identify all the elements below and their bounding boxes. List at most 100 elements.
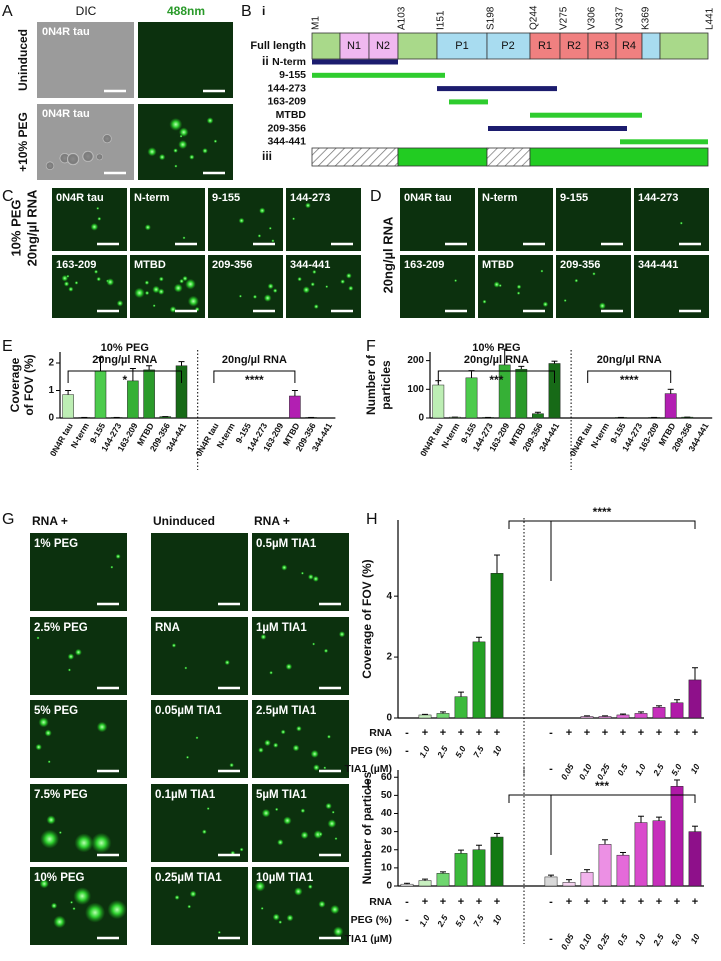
droplet	[96, 276, 101, 282]
significance: *	[122, 373, 127, 387]
tile-label: 2.5% PEG	[34, 622, 88, 634]
residue-label: K369	[641, 6, 652, 30]
error-bar	[674, 779, 680, 787]
table-cell: 1.0	[417, 744, 432, 759]
droplet	[110, 565, 114, 569]
droplet	[91, 832, 112, 854]
residue-label: S198	[486, 6, 497, 30]
column-header: 488nm	[167, 4, 205, 18]
droplet	[36, 636, 40, 640]
droplet	[310, 749, 319, 758]
condition-label: 10% PEG	[8, 199, 23, 256]
bubble	[67, 153, 80, 166]
significance-bracket	[508, 794, 696, 855]
micrograph	[634, 255, 709, 318]
significance-bracket	[587, 370, 672, 383]
region	[397, 147, 488, 167]
droplet	[74, 280, 79, 285]
micrograph	[208, 188, 283, 251]
droplet	[312, 269, 317, 275]
y-tick-label: 60	[381, 772, 393, 783]
region	[529, 147, 709, 167]
panel-letter: A	[2, 3, 13, 20]
table-row-label: RNA	[369, 727, 392, 739]
droplet	[184, 666, 188, 670]
tile-label: 1µM TIA1	[256, 622, 307, 634]
droplet	[254, 880, 266, 892]
droplet	[292, 744, 300, 752]
bar	[418, 880, 432, 887]
table-cell: 10	[688, 932, 702, 945]
droplet	[158, 276, 164, 282]
droplet	[310, 282, 315, 287]
droplet	[318, 831, 323, 837]
table-cell: +	[674, 727, 680, 739]
significance-bracket	[437, 370, 555, 383]
tile-label: 9-155	[560, 192, 588, 204]
bar	[532, 413, 544, 419]
bar	[465, 377, 478, 419]
error-bar	[501, 348, 508, 365]
droplet	[338, 631, 346, 638]
bar	[670, 702, 684, 719]
y-tick-label: 1	[48, 385, 54, 396]
domain	[559, 32, 589, 60]
droplet	[263, 294, 272, 302]
micrograph	[151, 617, 248, 695]
bar	[400, 883, 414, 887]
droplet	[516, 284, 522, 290]
table-cell: 2.5	[651, 932, 666, 948]
residue-label: V306	[587, 6, 598, 30]
droplet	[173, 283, 183, 293]
error-bar	[97, 357, 104, 372]
micrograph	[634, 188, 709, 251]
domain-label: P2	[501, 40, 514, 52]
domain-label: P1	[455, 40, 468, 52]
table-cell: 0.10	[577, 762, 594, 782]
bubble	[45, 161, 55, 170]
micrograph	[52, 188, 127, 251]
table-cell: +	[638, 727, 644, 739]
table-cell: +	[692, 727, 698, 739]
droplet	[178, 139, 188, 150]
tile-label: 1% PEG	[34, 538, 78, 550]
construct-bar	[312, 72, 445, 78]
droplet	[116, 300, 124, 307]
micrograph	[252, 617, 349, 695]
table-cell: 10	[490, 744, 504, 757]
droplet	[202, 147, 208, 154]
table-row-label: RNA	[369, 896, 392, 908]
droplet	[340, 279, 346, 284]
droplet	[50, 902, 58, 909]
droplet	[300, 571, 304, 575]
error-bar	[458, 849, 464, 854]
droplet	[259, 207, 266, 214]
droplet	[144, 280, 150, 285]
droplet	[258, 747, 264, 753]
bar	[598, 716, 612, 719]
panel-letter: G	[2, 511, 14, 528]
droplet	[280, 729, 286, 735]
droplet	[44, 729, 52, 737]
error-bar	[129, 368, 136, 381]
droplet	[67, 653, 75, 660]
axis-title: Number of	[364, 354, 378, 415]
bar	[472, 849, 486, 887]
droplet	[267, 283, 274, 290]
error-bar	[584, 869, 590, 873]
micrograph	[30, 617, 127, 695]
droplet	[72, 907, 76, 911]
droplet	[74, 648, 82, 656]
table-cell: 5.0	[453, 913, 468, 928]
table-cell: 7.5	[471, 913, 486, 928]
droplet	[63, 281, 70, 287]
group-label: 10% PEG	[472, 342, 520, 354]
axis-title: of FOV (%)	[22, 354, 36, 415]
bar	[670, 786, 684, 887]
bar	[562, 882, 576, 887]
domain-label: R4	[622, 40, 636, 52]
droplet	[84, 902, 106, 923]
table-cell: +	[458, 896, 464, 908]
droplet	[147, 147, 157, 157]
droplet	[134, 287, 145, 299]
